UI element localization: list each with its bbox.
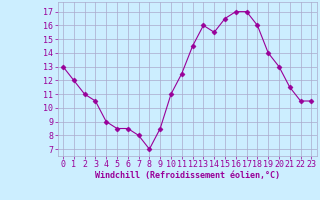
X-axis label: Windchill (Refroidissement éolien,°C): Windchill (Refroidissement éolien,°C): [95, 171, 280, 180]
